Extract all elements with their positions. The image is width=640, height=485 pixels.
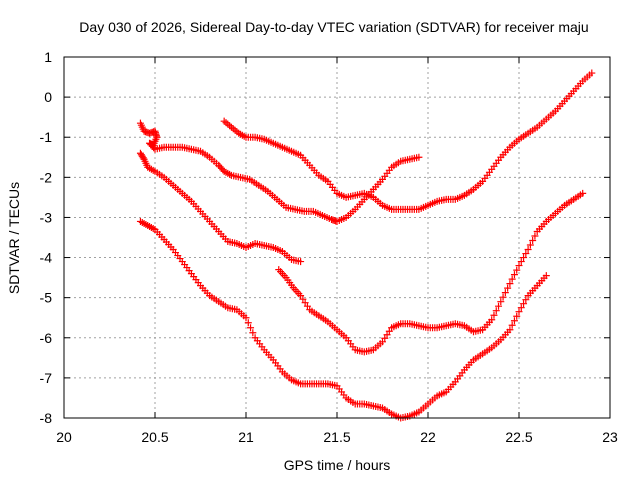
data-point [301,299,309,307]
data-point [588,69,596,77]
data-point [501,289,509,297]
data-point [244,319,252,327]
x-axis-label: GPS time / hours [284,457,391,473]
data-point [299,295,307,303]
y-tick-label: 1 [44,49,52,65]
data-point [506,326,514,334]
x-tick-label: 23 [602,429,618,445]
y-tick-label: -4 [40,250,53,266]
y-tick-label: -8 [40,410,53,426]
x-tick-label: 22.5 [505,429,532,445]
data-point [529,237,537,245]
data-point [495,302,503,310]
data-point [515,262,523,270]
y-tick-label: -7 [40,370,53,386]
data-point [490,311,498,319]
data-point [492,307,500,315]
y-tick-label: 0 [44,89,52,105]
x-tick-label: 21 [238,429,254,445]
series-4 [136,217,550,422]
data-point [297,292,305,300]
data-point [522,296,530,304]
data-point [515,308,523,316]
data-point [381,334,389,342]
data-point [513,312,521,320]
data-point [579,189,587,197]
data-point [508,321,516,329]
data-point [513,266,521,274]
data-point [242,314,250,322]
data-point [488,316,496,324]
y-axis-label: SDTVAR / TECUs [6,182,22,294]
data-point [297,258,305,266]
data-point [520,254,528,262]
data-point [510,317,518,325]
data-point [303,302,311,310]
series-2 [220,69,596,213]
data-point [499,293,507,301]
x-tick-label: 20.5 [141,429,168,445]
data-point [531,232,539,240]
data-point [517,304,525,312]
data-point [522,250,530,258]
data-point [510,271,518,279]
y-tick-label: -5 [40,290,53,306]
data-point [508,275,516,283]
data-point [517,258,525,266]
x-tick-label: 20 [56,429,72,445]
x-tick-label: 21.5 [323,429,350,445]
y-tick-label: -2 [40,169,53,185]
data-point [379,338,386,346]
data-point [383,331,391,339]
x-tick-label: 22 [420,429,436,445]
data-point [520,300,528,308]
series-3 [136,149,305,266]
series-5 [275,189,587,356]
series-1 [136,119,423,225]
data-point [506,280,514,288]
data-point [526,241,534,249]
y-tick-label: -3 [40,209,53,225]
data-point [524,246,532,254]
data-point [247,324,255,332]
data-point [504,284,512,292]
y-tick-label: -1 [40,129,53,145]
y-tick-label: -6 [40,330,53,346]
data-point [542,272,550,280]
chart-title: Day 030 of 2026, Sidereal Day-to-day VTE… [79,19,588,35]
data-point [415,153,423,161]
data-point [385,327,393,335]
data-point [150,144,158,152]
data-point [249,329,257,337]
data-point [139,154,147,162]
data-point [497,298,505,306]
